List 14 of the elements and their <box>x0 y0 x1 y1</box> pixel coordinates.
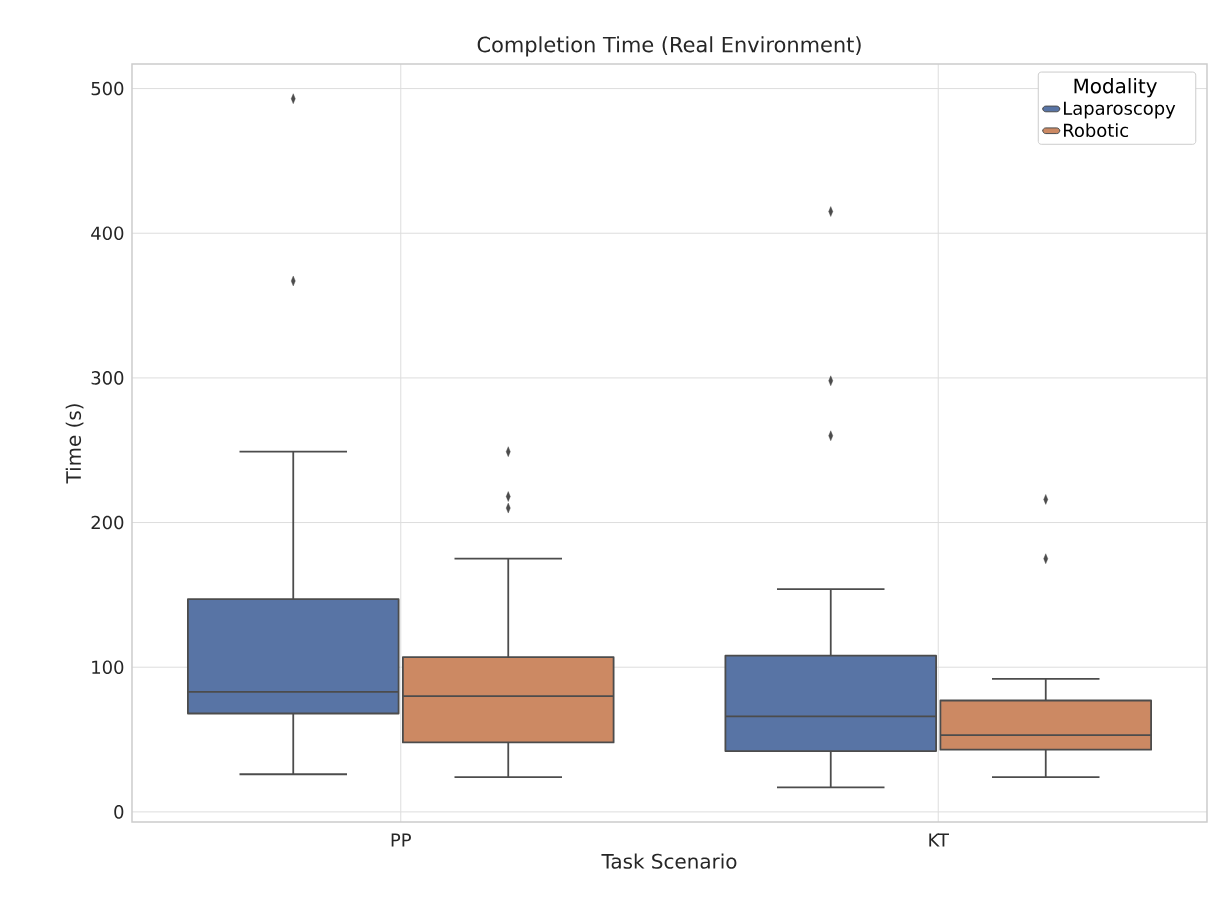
legend-label: Laparoscopy <box>1064 101 1176 119</box>
y-tick-label: 500 <box>91 81 124 96</box>
y-tick-label: 100 <box>92 660 124 674</box>
y-tick-label: 200 <box>91 515 124 530</box>
y-axis-title: Time (s) <box>65 404 84 484</box>
x-axis-title: Task Scenario <box>601 853 737 869</box>
y-tick-label: 0 <box>114 805 124 819</box>
legend-label: Robotic <box>1064 123 1129 138</box>
y-tick-label: 400 <box>91 226 124 241</box>
x-tick-label: PP <box>391 833 411 847</box>
x-tick-label: KT <box>929 833 949 847</box>
y-tick-label: 300 <box>91 371 124 385</box>
legend-title: Modality <box>1074 78 1157 98</box>
chart-title: Completion Time (Real Environment) <box>477 36 861 57</box>
